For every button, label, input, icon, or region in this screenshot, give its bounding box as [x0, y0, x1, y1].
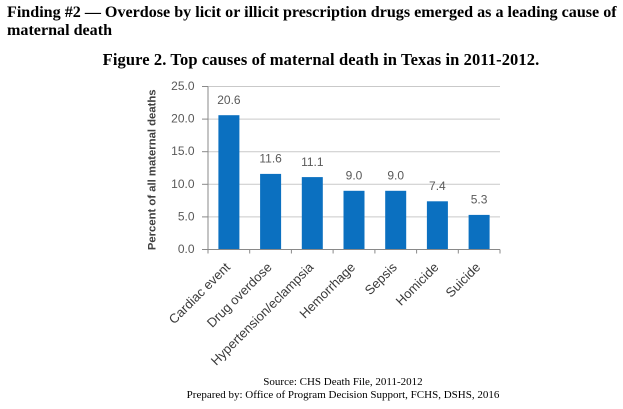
svg-text:9.0: 9.0 [346, 169, 363, 183]
svg-text:25.0: 25.0 [171, 79, 195, 93]
svg-text:5.0: 5.0 [178, 209, 195, 223]
svg-text:10.0: 10.0 [171, 177, 195, 191]
svg-text:Sepsis: Sepsis [362, 259, 401, 298]
svg-text:Homicide: Homicide [393, 260, 442, 309]
svg-text:0.0: 0.0 [178, 242, 195, 256]
svg-text:Suicide: Suicide [442, 260, 483, 301]
svg-text:Percent of all maternal deaths: Percent of all maternal deaths [146, 89, 158, 250]
svg-text:20.0: 20.0 [171, 112, 195, 126]
svg-text:5.3: 5.3 [471, 193, 488, 207]
svg-text:20.6: 20.6 [217, 93, 241, 107]
svg-text:15.0: 15.0 [171, 144, 195, 158]
svg-text:11.6: 11.6 [259, 152, 282, 166]
svg-text:9.0: 9.0 [387, 169, 404, 183]
svg-text:7.4: 7.4 [429, 179, 446, 193]
svg-text:11.1: 11.1 [301, 155, 324, 169]
